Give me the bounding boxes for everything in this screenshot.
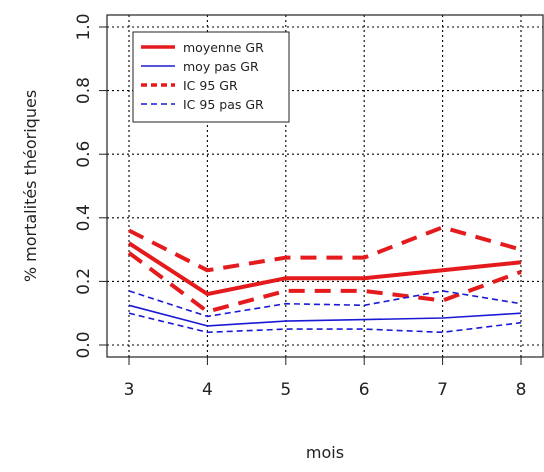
x-tick-label: 3 [124,380,135,400]
x-axis: 3 4 5 6 7 8 [124,357,527,400]
series-2-upper-line [128,225,522,273]
x-tick-label: 8 [516,380,527,400]
x-tick-label: 4 [202,380,213,400]
series-1-line [128,304,522,327]
x-tick-label: 6 [359,380,370,400]
y-tick-label: 0.8 [74,77,94,104]
legend: moyenne GR moy pas GR IC 95 GR IC 95 pas GR [132,31,290,123]
series-0-line [127,241,522,297]
y-tick-label: 0.4 [74,204,94,231]
y-tick-label: 0.2 [74,268,94,295]
series-group [127,225,522,334]
legend-label: moyenne GR [183,40,264,55]
y-axis-label: % mortalités théoriques [21,90,40,282]
plot-frame [106,14,544,358]
y-tick-label: 0.6 [74,141,94,168]
legend-label: moy pas GR [183,59,259,74]
y-tick-label: 0.0 [74,331,94,358]
x-tick-label: 7 [437,380,448,400]
series-2-lower-line [127,251,522,314]
y-tick-label: 1.0 [74,13,94,40]
x-tick-label: 5 [280,380,291,400]
x-axis-label: mois [306,443,344,462]
y-axis: 0.0 0.2 0.4 0.6 0.8 1.0 [74,13,107,359]
legend-label: IC 95 GR [183,78,238,93]
series-3-upper-line [128,290,522,318]
legend-label: IC 95 pas GR [183,97,264,112]
